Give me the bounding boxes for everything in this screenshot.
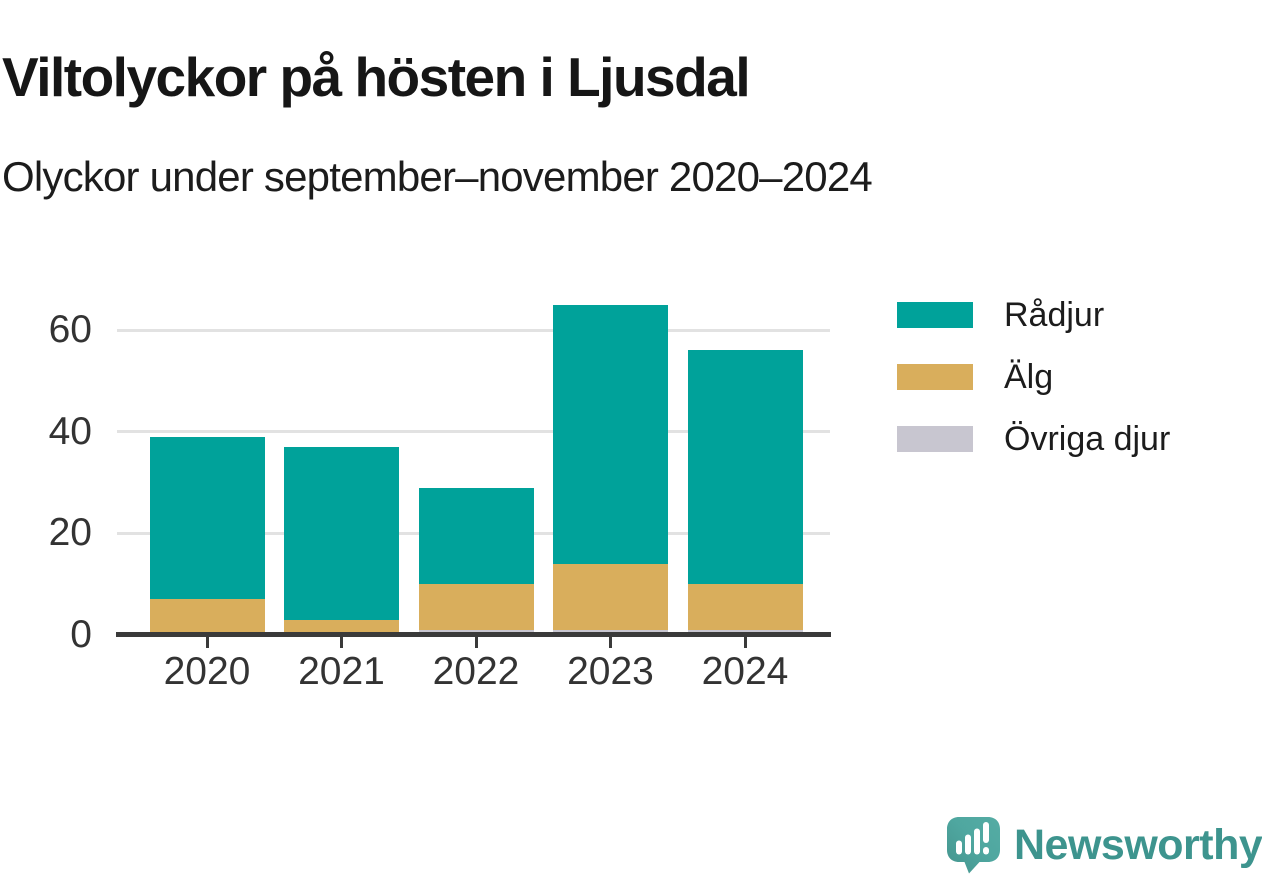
x-axis-tick-label: 2020 xyxy=(163,650,251,693)
legend-item: Rådjur xyxy=(897,296,1170,334)
legend-swatch xyxy=(897,364,973,390)
x-axis-tick-label: 2023 xyxy=(567,650,654,693)
bar-segment xyxy=(284,619,399,635)
bar-segment xyxy=(418,584,534,630)
page-subtitle: Olyckor under september–november 2020–20… xyxy=(2,153,873,200)
x-axis-tick-label: 2022 xyxy=(432,650,520,693)
bar-segment xyxy=(687,584,803,630)
brand-name: Newsworthy xyxy=(1014,820,1262,869)
legend-label: Älg xyxy=(1004,357,1054,396)
y-axis-tick-label: 40 xyxy=(48,409,92,453)
logo-bar-small xyxy=(956,840,962,855)
bar-segment xyxy=(284,446,399,620)
gridline-60 xyxy=(117,328,830,332)
x-axis-tick xyxy=(474,637,478,648)
bar-segment xyxy=(553,304,668,564)
legend-item: Övriga djur xyxy=(897,420,1170,458)
x-axis-tick-label: 2021 xyxy=(298,650,385,693)
x-axis-tick xyxy=(340,637,343,648)
x-axis-tick xyxy=(205,637,209,648)
legend-swatch xyxy=(897,426,973,452)
logo-bar-medium xyxy=(965,834,971,855)
logo-exclamation-dot xyxy=(983,847,989,855)
y-axis-tick-label: 0 xyxy=(70,613,92,656)
x-axis-tick xyxy=(743,637,747,648)
newsworthy-logo-icon xyxy=(947,817,1000,874)
chart-legend: Rådjur Älg Övriga djur xyxy=(897,296,1170,488)
legend-swatch xyxy=(897,302,973,328)
logo-exclamation-bar xyxy=(983,822,989,843)
x-axis-tick-label: 2024 xyxy=(701,650,789,693)
y-axis-tick-label: 60 xyxy=(48,308,92,352)
x-axis-line xyxy=(116,632,831,637)
legend-label: Rådjur xyxy=(1004,295,1105,334)
bar-segment xyxy=(149,599,265,635)
y-axis-tick-label: 20 xyxy=(48,511,92,555)
bar-segment xyxy=(687,350,803,585)
bar-segment xyxy=(553,563,668,630)
legend-label: Övriga djur xyxy=(1004,419,1171,458)
bar-segment xyxy=(418,487,534,585)
bar-segment xyxy=(149,436,265,600)
logo-bar-large xyxy=(974,828,980,855)
legend-item: Älg xyxy=(897,358,1170,396)
newsworthy-logo: Newsworthy xyxy=(946,816,1262,874)
gridline-40 xyxy=(117,430,830,434)
page-title: Viltolyckor på hösten i Ljusdal xyxy=(2,45,751,108)
x-axis-tick xyxy=(609,637,612,648)
